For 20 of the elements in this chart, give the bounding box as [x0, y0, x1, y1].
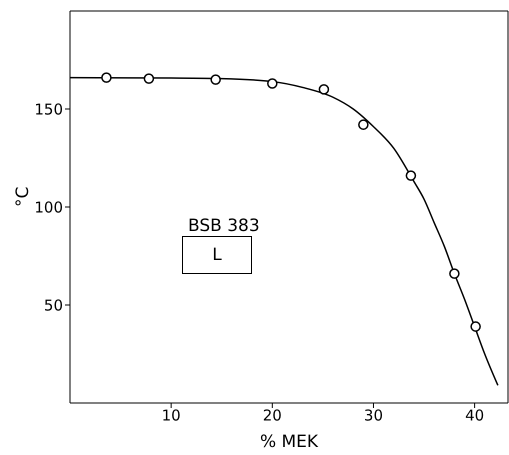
point [449, 268, 460, 279]
x-axis-title: % MEK [260, 432, 319, 452]
point [210, 74, 221, 85]
point [144, 73, 154, 84]
point [358, 119, 369, 130]
point [101, 72, 112, 83]
point [318, 84, 330, 95]
x-tick-label: 20 [262, 406, 282, 425]
x-tick-label: 40 [465, 406, 484, 425]
y-tick-label: 50 [44, 296, 63, 314]
x-tick-label: 10 [162, 406, 181, 425]
point [267, 78, 278, 89]
y-tick-label: 150 [34, 100, 63, 118]
y-tick-label: 100 [34, 198, 63, 216]
label-box: L [182, 236, 252, 274]
x-tick-label: 30 [364, 406, 384, 425]
point [406, 170, 416, 181]
annotation: BSB 383 [188, 216, 260, 236]
point [470, 321, 481, 332]
y-axis-title: °C [13, 186, 34, 207]
